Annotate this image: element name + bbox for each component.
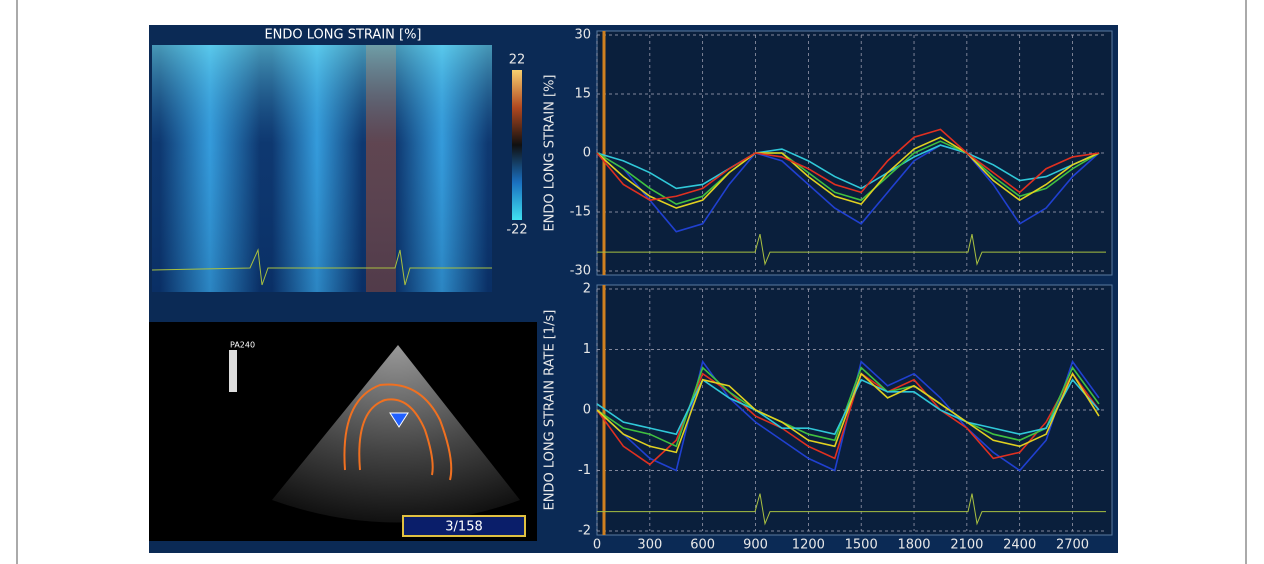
plot-area [597, 285, 1112, 535]
x-tick-label: 0 [593, 538, 601, 553]
x-tick-label: 1500 [845, 538, 878, 553]
y-axis-label: ENDO LONG STRAIN RATE [1/s] [543, 310, 558, 511]
screen: ENDO LONG STRAIN [%] 22 -22 PA240 3/158 … [0, 0, 1264, 564]
colorbar-min: -22 [506, 223, 527, 238]
y-tick-label: -1 [578, 463, 591, 478]
x-tick-label: 2100 [950, 538, 983, 553]
gain-bar [229, 350, 237, 392]
colorbar [512, 70, 522, 220]
x-tick-label: 300 [637, 538, 662, 553]
y-axis-label: ENDO LONG STRAIN [%] [543, 74, 558, 231]
map-title: ENDO LONG STRAIN [%] [264, 28, 421, 43]
colorbar-max: 22 [509, 53, 526, 68]
map-overlay [152, 45, 492, 292]
y-tick-label: 0 [583, 403, 591, 418]
y-tick-label: 0 [583, 146, 591, 161]
probe-label: PA240 [230, 341, 255, 350]
plot-area [597, 31, 1112, 275]
y-tick-label: -2 [578, 524, 591, 539]
strain-map: ENDO LONG STRAIN [%] 22 -22 [152, 28, 528, 293]
y-tick-label: -30 [570, 264, 591, 279]
y-tick-label: -15 [570, 205, 591, 220]
x-tick-label: 1200 [792, 538, 825, 553]
x-tick-label: 1800 [897, 538, 930, 553]
y-tick-label: 15 [574, 87, 591, 102]
frame-number: 3/158 [445, 520, 482, 535]
x-tick-label: 2700 [1056, 538, 1089, 553]
y-tick-label: 30 [574, 28, 591, 43]
echo-view: PA240 3/158 [149, 322, 537, 541]
x-tick-label: 2400 [1003, 538, 1036, 553]
y-tick-label: 2 [583, 282, 591, 297]
x-tick-label: 600 [690, 538, 715, 553]
x-tick-label: 900 [743, 538, 768, 553]
y-tick-label: 1 [583, 342, 591, 357]
